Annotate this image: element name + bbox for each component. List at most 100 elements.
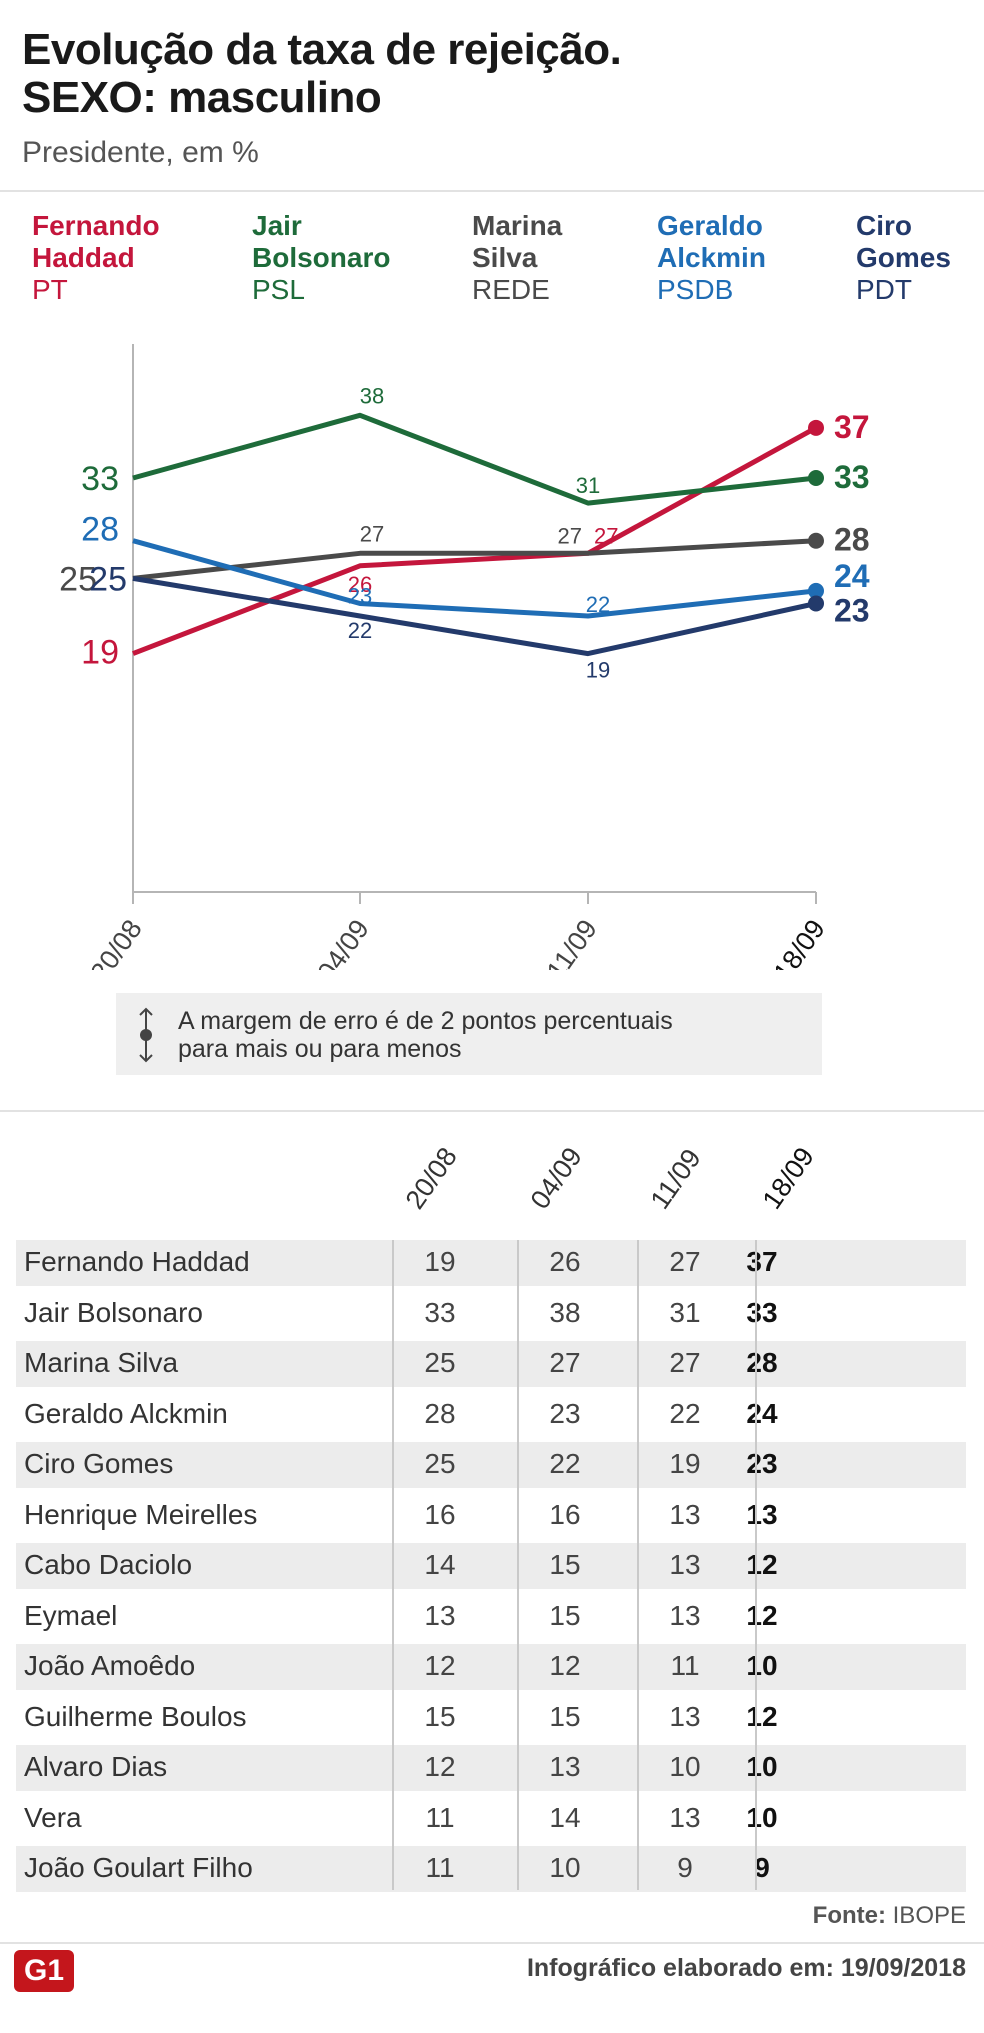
- table-row: Guilherme Boulos 15 15 13 12: [16, 1695, 966, 1741]
- table-cell: 15: [549, 1599, 581, 1631]
- table-cell: 15: [424, 1700, 456, 1732]
- data-label: 37: [834, 409, 870, 445]
- data-label: 25: [59, 560, 97, 598]
- note-line-2: para mais ou para menos: [178, 1035, 462, 1063]
- table-row: Ciro Gomes 25 22 19 23: [16, 1442, 966, 1488]
- table-row: Cabo Daciolo 14 15 13 12: [16, 1543, 966, 1589]
- end-point: [808, 582, 824, 599]
- data-label: 19: [586, 658, 610, 683]
- table-row: Alvaro Dias 12 13 10 10: [16, 1745, 966, 1791]
- data-label: 31: [576, 473, 600, 498]
- g1-logo: G1: [14, 1950, 74, 1992]
- table-cell: 12: [424, 1751, 456, 1782]
- end-point: [808, 532, 824, 549]
- table-row: Henrique Meirelles 16 16 13 13: [16, 1493, 966, 1539]
- table-cell: 33: [424, 1296, 456, 1328]
- row-name: Alvaro Dias: [24, 1751, 168, 1782]
- source-label: Fonte:: [812, 1902, 886, 1929]
- row-name: Ciro Gomes: [24, 1448, 174, 1479]
- column-divider: [392, 1240, 394, 1890]
- table-cell: 13: [669, 1549, 701, 1580]
- data-label: 24: [834, 558, 870, 594]
- source: Fonte: IBOPE: [813, 1902, 966, 1930]
- table-cell: 37: [746, 1246, 778, 1277]
- legend-item: Geraldo Alckmin PSDB: [657, 210, 766, 306]
- margin-note: A margem de erro é de 2 pontos percentua…: [116, 993, 822, 1075]
- row-name: Henrique Meirelles: [24, 1498, 258, 1530]
- table-cell: 15: [549, 1549, 581, 1580]
- end-point: [808, 595, 824, 612]
- table-cell: 19: [424, 1246, 456, 1277]
- table-cell: 11: [425, 1801, 455, 1833]
- data-label: 38: [360, 383, 384, 408]
- data-label: 27: [360, 521, 384, 546]
- legend-party: PSDB: [657, 274, 734, 305]
- x-tick-label: 18/09: [768, 914, 831, 970]
- data-label: 19: [81, 634, 119, 672]
- data-label: 28: [834, 522, 870, 558]
- table-cell: 12: [746, 1599, 778, 1631]
- legend-name: Bolsonaro: [252, 242, 391, 273]
- legend-party: REDE: [472, 274, 550, 305]
- legend-name: Geraldo: [657, 210, 763, 241]
- data-label: 26: [348, 572, 372, 597]
- legend-item: Ciro Gomes PDT: [856, 210, 951, 306]
- column-header: 11/09: [644, 1143, 707, 1215]
- row-name: João Amoêdo: [24, 1650, 196, 1681]
- table-cell: 9: [754, 1852, 770, 1883]
- page-title: Evolução da taxa de rejeição. SEXO: masc…: [22, 26, 622, 122]
- table-cell: 12: [549, 1650, 581, 1681]
- table-cell: 27: [669, 1246, 701, 1277]
- row-name: Marina Silva: [24, 1347, 179, 1378]
- table-cell: 12: [746, 1549, 778, 1580]
- data-label: 27: [594, 523, 618, 548]
- table-cell: 19: [669, 1448, 701, 1479]
- divider: [0, 1110, 984, 1112]
- row-name: Geraldo Alckmin: [24, 1397, 228, 1429]
- column-divider: [517, 1240, 519, 1890]
- table-cell: 28: [746, 1347, 778, 1378]
- table-row: Fernando Haddad 19 26 27 37: [16, 1240, 966, 1286]
- row-name: Vera: [24, 1801, 82, 1833]
- series-line: [132, 538, 817, 581]
- table-cell: 25: [424, 1448, 456, 1479]
- row-name: Cabo Daciolo: [24, 1549, 193, 1580]
- table-row: Jair Bolsonaro 33 38 31 33: [16, 1291, 966, 1337]
- legend-item: Marina Silva REDE: [472, 210, 562, 306]
- legend-name: Marina: [472, 210, 563, 241]
- legend-name: Alckmin: [657, 242, 766, 273]
- table-cell: 10: [549, 1852, 581, 1883]
- legend-item: Fernando Haddad PT: [32, 210, 160, 306]
- row-name: Jair Bolsonaro: [24, 1296, 203, 1328]
- data-label: 25: [89, 560, 127, 598]
- table-cell: 11: [425, 1852, 455, 1883]
- x-tick-label: 11/09: [541, 914, 603, 970]
- table-cell: 12: [424, 1650, 456, 1681]
- subtitle: Presidente, em %: [22, 136, 259, 169]
- divider: [0, 190, 984, 192]
- legend-name: Fernando: [32, 210, 160, 241]
- data-label: 23: [834, 592, 870, 628]
- series-line: [132, 538, 817, 619]
- table-cell: 10: [746, 1650, 778, 1681]
- legend-item: Jair Bolsonaro PSL: [252, 210, 390, 306]
- table-cell: 16: [549, 1498, 581, 1530]
- table-cell: 15: [549, 1700, 581, 1732]
- table-cell: 10: [746, 1751, 778, 1782]
- end-point: [808, 470, 824, 486]
- column-divider: [755, 1240, 757, 1890]
- data-label: 33: [834, 459, 870, 495]
- data-label: 27: [558, 523, 582, 548]
- legend-name: Jair: [252, 210, 302, 241]
- data-label: 33: [81, 460, 119, 498]
- table-cell: 14: [424, 1549, 456, 1580]
- table-cell: 33: [746, 1296, 778, 1328]
- table-cell: 23: [549, 1397, 581, 1429]
- table-cell: 13: [669, 1599, 701, 1631]
- table-cell: 24: [746, 1397, 778, 1429]
- note-line-1: A margem de erro é de 2 pontos percentua…: [178, 1007, 673, 1035]
- row-name: João Goulart Filho: [24, 1852, 253, 1883]
- table-row: Eymael 13 15 13 12: [16, 1594, 966, 1640]
- column-header: 04/09: [524, 1141, 588, 1215]
- line-chart: 20/08 04/09 11/09 18/09 19 26 27 37 33 38 31 33 25 27…: [59, 344, 870, 970]
